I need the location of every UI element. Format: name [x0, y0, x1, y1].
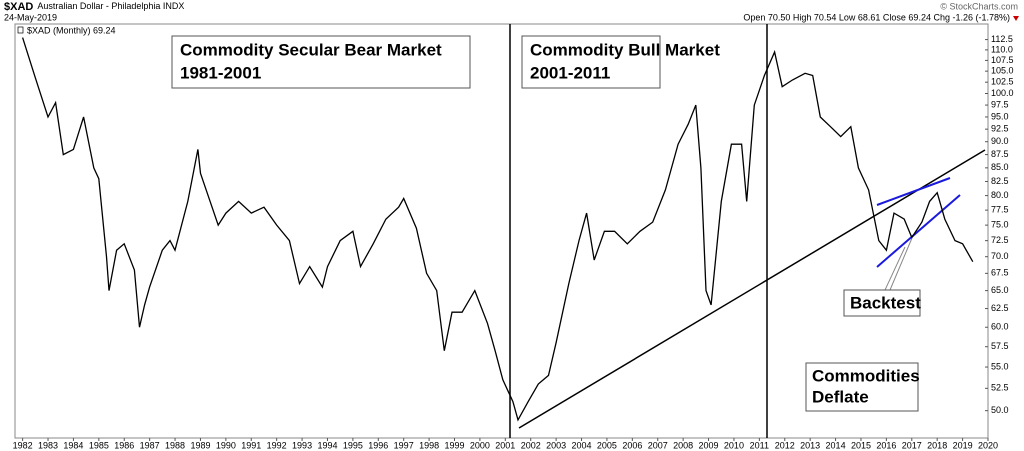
x-tick-label: 1990: [216, 440, 236, 450]
x-tick-label: 2013: [800, 440, 820, 450]
y-tick-label: 67.5: [991, 268, 1009, 278]
x-tick-label: 1984: [63, 440, 83, 450]
annotation-box: [171, 35, 471, 89]
y-tick-label: 110.0: [991, 44, 1013, 54]
y-tick-label: 57.5: [991, 341, 1009, 351]
channel-line: [876, 194, 961, 268]
x-tick-label: 1983: [38, 440, 58, 450]
legend-icon: [17, 26, 24, 34]
x-tick-label: 2017: [902, 440, 922, 450]
x-tick-label: 2020: [978, 440, 998, 450]
x-tick-label: 2012: [775, 440, 795, 450]
y-tick-label: 80.0: [991, 190, 1009, 200]
x-tick-label: 1988: [165, 440, 185, 450]
y-tick-label: 70.0: [991, 251, 1009, 261]
x-tick-label: 2007: [648, 440, 668, 450]
pointer: [889, 237, 913, 291]
x-tick-label: 2003: [546, 440, 566, 450]
y-tick-label: 62.5: [991, 303, 1009, 313]
x-tick-label: 1989: [190, 440, 210, 450]
x-tick-label: 1993: [292, 440, 312, 450]
x-tick-label: 2014: [826, 440, 846, 450]
x-tick-label: 1995: [343, 440, 363, 450]
quote: Open 70.50 High 70.54 Low 68.61 Close 69…: [743, 12, 1010, 22]
y-tick-label: 60.0: [991, 322, 1009, 332]
annotation: Commodity Secular Bear Market: [180, 40, 442, 59]
legend-entry: $XAD (Monthly) 69.24: [27, 25, 116, 35]
annotation: Backtest: [850, 293, 921, 312]
y-tick-label: 85.0: [991, 162, 1009, 172]
x-tick-label: 1986: [114, 440, 134, 450]
annotation: Deflate: [812, 387, 869, 406]
x-tick-label: 2005: [597, 440, 617, 450]
annotation: Commodity Bull Market: [530, 40, 720, 59]
trendline: [518, 149, 986, 429]
x-tick-label: 2010: [724, 440, 744, 450]
y-tick-label: 55.0: [991, 361, 1009, 371]
annotation: 2001-2011: [530, 63, 610, 82]
annotation: Commodities: [812, 366, 920, 385]
plot-frame: [14, 23, 989, 439]
y-tick-label: 72.5: [991, 235, 1009, 245]
pointer: [884, 246, 906, 291]
title: Australian Dollar - Philadelphia INDX: [37, 1, 184, 11]
credit: © StockCharts.com: [940, 1, 1018, 11]
down-arrow: [1013, 16, 1019, 21]
x-tick-label: 1999: [444, 440, 464, 450]
date: 24-May-2019: [4, 12, 57, 22]
x-tick-label: 1991: [241, 440, 261, 450]
x-tick-label: 1987: [140, 440, 160, 450]
y-tick-label: 65.0: [991, 285, 1009, 295]
x-tick-label: 2016: [876, 440, 896, 450]
y-tick-label: 97.5: [991, 99, 1009, 109]
x-tick-label: 2015: [851, 440, 871, 450]
x-tick-label: 2008: [673, 440, 693, 450]
annotation: 1981-2001: [180, 63, 261, 82]
x-tick-label: 1982: [13, 440, 33, 450]
y-tick-label: 100.0: [991, 88, 1014, 98]
annotation-box: [521, 35, 661, 89]
annotation-box: [805, 362, 919, 412]
y-tick-label: 87.5: [991, 149, 1009, 159]
x-tick-label: 1994: [317, 440, 337, 450]
y-tick-label: 50.0: [991, 405, 1009, 415]
x-tick-label: 2011: [750, 440, 769, 450]
x-tick-label: 1998: [419, 440, 439, 450]
y-tick-label: 52.5: [991, 383, 1009, 393]
x-tick-label: 2009: [699, 440, 719, 450]
header: $XAD Australian Dollar - Philadelphia IND…: [4, 1, 184, 13]
y-tick-label: 107.5: [991, 55, 1014, 65]
y-tick-label: 105.0: [991, 66, 1014, 76]
x-tick-label: 1996: [368, 440, 388, 450]
x-tick-label: 1997: [394, 440, 414, 450]
y-tick-label: 95.0: [991, 111, 1009, 121]
y-tick-label: 102.5: [991, 77, 1014, 87]
x-tick-label: 1992: [267, 440, 287, 450]
x-tick-label: 2000: [470, 440, 490, 450]
x-tick-label: 1985: [89, 440, 109, 450]
y-tick-label: 75.0: [991, 220, 1009, 230]
x-tick-label: 2006: [622, 440, 642, 450]
y-tick-label: 92.5: [991, 124, 1009, 134]
symbol: $XAD: [4, 1, 33, 13]
y-tick-label: 112.5: [991, 34, 1013, 44]
x-tick-label: 2019: [953, 440, 973, 450]
x-tick-label: 2001: [495, 440, 515, 450]
x-tick-label: 2002: [521, 440, 541, 450]
y-tick-label: 77.5: [991, 204, 1009, 214]
y-tick-label: 90.0: [991, 136, 1009, 146]
channel-line: [876, 177, 951, 206]
price-line: [21, 37, 974, 422]
annotation-box: [843, 289, 921, 317]
y-tick-label: 82.5: [991, 176, 1009, 186]
x-tick-label: 2004: [572, 440, 592, 450]
x-tick-label: 2018: [927, 440, 947, 450]
